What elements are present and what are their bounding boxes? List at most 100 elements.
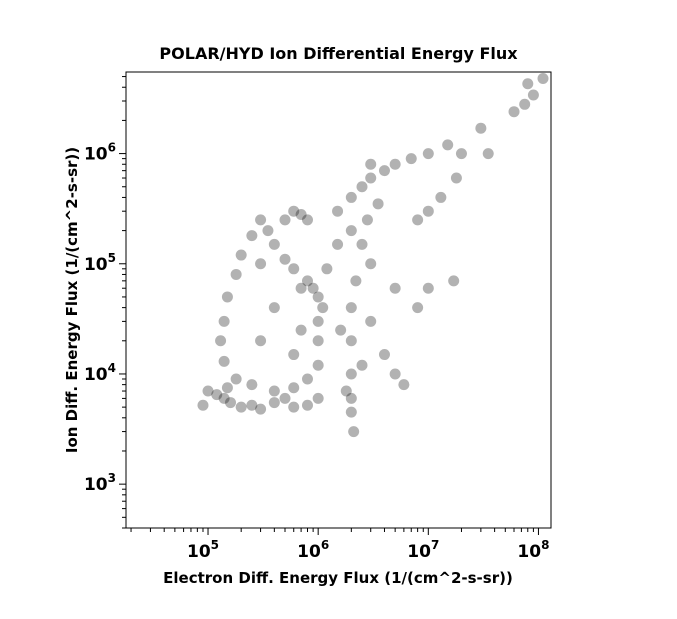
data-point bbox=[301, 275, 313, 287]
data-point bbox=[268, 397, 280, 409]
data-point bbox=[398, 379, 410, 391]
data-point bbox=[246, 399, 258, 411]
data-point bbox=[288, 401, 300, 413]
data-point bbox=[301, 214, 313, 226]
data-point bbox=[268, 385, 280, 397]
x-tick-label: 105 bbox=[187, 538, 219, 562]
data-point bbox=[361, 214, 373, 226]
data-point bbox=[345, 406, 357, 418]
data-point bbox=[321, 263, 333, 275]
data-point bbox=[255, 258, 267, 270]
data-point bbox=[288, 205, 300, 217]
data-point bbox=[422, 205, 434, 217]
data-point bbox=[268, 238, 280, 250]
points-layer bbox=[197, 73, 549, 438]
data-point bbox=[312, 315, 324, 327]
y-tick-label: 106 bbox=[84, 141, 116, 165]
minor-ticks-layer bbox=[122, 76, 534, 532]
data-point bbox=[221, 291, 233, 303]
data-point bbox=[301, 399, 313, 411]
y-tick-label: 103 bbox=[84, 471, 116, 495]
data-point bbox=[312, 335, 324, 347]
data-point bbox=[537, 73, 549, 85]
data-point bbox=[365, 258, 377, 270]
data-point bbox=[218, 392, 230, 404]
data-point bbox=[405, 153, 417, 165]
data-point bbox=[230, 373, 242, 385]
data-point bbox=[356, 359, 368, 371]
data-point bbox=[215, 335, 227, 347]
data-point bbox=[317, 302, 329, 314]
data-point bbox=[279, 253, 291, 265]
data-point bbox=[345, 368, 357, 380]
data-point bbox=[389, 368, 401, 380]
y-tick-labels: 103 104 105 106 bbox=[84, 141, 116, 496]
data-point bbox=[527, 89, 539, 101]
data-point bbox=[519, 98, 531, 110]
data-point bbox=[335, 324, 347, 336]
data-point bbox=[522, 78, 534, 90]
data-point bbox=[295, 209, 307, 220]
data-point bbox=[372, 198, 384, 210]
data-point bbox=[230, 268, 242, 280]
plot-area bbox=[125, 71, 552, 529]
data-point bbox=[412, 214, 424, 226]
data-point bbox=[288, 349, 300, 361]
data-point bbox=[422, 282, 434, 294]
data-point bbox=[348, 426, 360, 438]
data-point bbox=[422, 148, 434, 160]
data-point bbox=[345, 302, 357, 314]
data-point bbox=[435, 191, 447, 203]
data-point bbox=[218, 315, 230, 327]
data-point bbox=[246, 379, 258, 391]
data-point bbox=[365, 315, 377, 327]
data-point bbox=[378, 165, 390, 177]
data-point bbox=[345, 225, 357, 237]
data-point bbox=[356, 238, 368, 250]
data-point bbox=[295, 282, 307, 294]
data-point bbox=[288, 382, 300, 394]
data-point bbox=[307, 282, 319, 294]
data-point bbox=[365, 172, 377, 184]
data-point bbox=[312, 291, 324, 303]
data-point bbox=[345, 392, 357, 404]
data-point bbox=[345, 191, 357, 203]
data-point bbox=[378, 349, 390, 361]
data-point bbox=[455, 148, 467, 160]
data-point bbox=[301, 373, 313, 385]
y-tick-label: 104 bbox=[84, 361, 116, 385]
data-point bbox=[235, 401, 247, 413]
data-point bbox=[288, 263, 300, 275]
data-point bbox=[279, 392, 291, 404]
data-point bbox=[508, 106, 520, 118]
data-point bbox=[312, 392, 324, 404]
data-point bbox=[442, 139, 454, 151]
data-point bbox=[475, 122, 487, 134]
data-point bbox=[218, 355, 230, 367]
data-point bbox=[255, 335, 267, 347]
data-point bbox=[197, 399, 209, 411]
data-point bbox=[448, 275, 460, 287]
data-point bbox=[211, 389, 223, 401]
data-point bbox=[350, 275, 362, 287]
data-point bbox=[482, 148, 494, 160]
data-point bbox=[268, 302, 280, 314]
data-point bbox=[345, 335, 357, 347]
x-tick-labels: 105 106 107 108 bbox=[187, 538, 549, 562]
major-ticks-layer bbox=[119, 153, 539, 535]
data-point bbox=[225, 397, 237, 409]
data-point bbox=[262, 225, 274, 237]
data-point bbox=[389, 282, 401, 294]
data-point bbox=[255, 214, 267, 226]
data-point bbox=[279, 214, 291, 226]
data-point bbox=[312, 359, 324, 371]
data-point bbox=[356, 181, 368, 193]
data-point bbox=[221, 382, 233, 394]
chart-title: POLAR/HYD Ion Differential Energy Flux bbox=[159, 44, 518, 63]
data-point bbox=[246, 230, 258, 242]
x-tick-label: 107 bbox=[407, 538, 439, 562]
data-point bbox=[365, 158, 377, 170]
data-point bbox=[332, 238, 344, 250]
data-point bbox=[295, 324, 307, 336]
